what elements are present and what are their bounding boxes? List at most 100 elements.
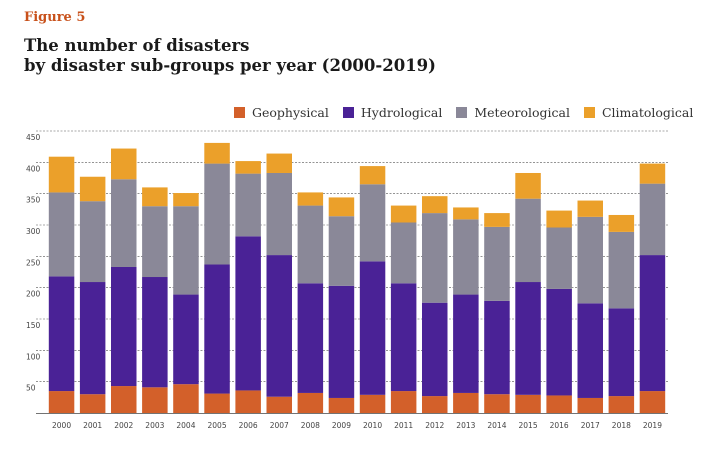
- legend-label-meteorological: Meteorological: [474, 104, 570, 120]
- legend-item-geophysical: Geophysical: [234, 105, 329, 120]
- bar-hydrological-2017: [577, 303, 604, 398]
- figure-label: Figure 5: [24, 10, 86, 25]
- bar-geophysical-2004: [173, 384, 199, 413]
- bar-climatological-2002: [110, 148, 137, 180]
- bar-hydrological-2019: [639, 255, 666, 392]
- bar-hydrological-2012: [421, 302, 448, 397]
- bar-meteorological-2002: [110, 179, 137, 267]
- bar-meteorological-2006: [235, 173, 261, 237]
- bar-hydrological-2000: [48, 276, 75, 392]
- bar-meteorological-2011: [390, 222, 417, 284]
- bar-meteorological-2003: [142, 206, 168, 278]
- y-tick-label-150: 150: [26, 321, 41, 330]
- legend-item-hydrological: Hydrological: [342, 104, 443, 120]
- bar-hydrological-2014: [484, 300, 510, 395]
- x-tick-label-2013: 2013: [456, 421, 475, 430]
- x-tick-label-2010: 2010: [363, 421, 382, 430]
- bar-geophysical-2016: [546, 395, 572, 413]
- bar-climatological-2018: [608, 214, 635, 232]
- bar-climatological-2013: [453, 207, 479, 220]
- legend-label-geophysical: Geophysical: [252, 104, 329, 120]
- bar-climatological-2000: [48, 156, 75, 193]
- bar-hydrological-2002: [110, 266, 137, 387]
- bar-hydrological-2016: [546, 288, 572, 396]
- y-tick-label-300: 300: [26, 227, 41, 236]
- bar-climatological-2006: [235, 161, 261, 174]
- bar-geophysical-2003: [142, 387, 168, 413]
- bar-meteorological-2004: [173, 206, 199, 295]
- bar-meteorological-2009: [328, 216, 355, 286]
- x-tick-label-2015: 2015: [519, 421, 538, 430]
- bar-meteorological-2013: [453, 219, 479, 295]
- legend-swatch-climatological: [583, 106, 595, 118]
- x-tick-label-2008: 2008: [301, 421, 320, 430]
- bar-climatological-2010: [359, 166, 386, 185]
- bar-geophysical-2007: [266, 396, 293, 413]
- bar-meteorological-2010: [359, 184, 386, 262]
- bar-geophysical-2010: [359, 394, 386, 413]
- bar-meteorological-2000: [48, 192, 75, 277]
- legend-item-meteorological: Meteorological: [456, 105, 570, 120]
- bar-hydrological-2015: [515, 282, 541, 395]
- bar-meteorological-2017: [577, 216, 604, 304]
- bar-hydrological-2018: [608, 308, 635, 397]
- bar-meteorological-2015: [515, 198, 541, 283]
- bar-climatological-2008: [297, 192, 324, 206]
- x-tick-label-2000: 2000: [52, 421, 71, 430]
- bar-climatological-2007: [266, 153, 293, 173]
- bar-geophysical-2005: [204, 393, 230, 413]
- x-tick-label-2017: 2017: [581, 421, 600, 430]
- legend-swatch-hydrological: [342, 106, 354, 118]
- bar-geophysical-2000: [48, 391, 75, 413]
- x-tick-label-2004: 2004: [176, 421, 195, 430]
- y-tick-label-50: 50: [26, 384, 36, 393]
- bar-climatological-2017: [577, 200, 604, 217]
- legend-swatch-geophysical: [234, 106, 245, 118]
- x-tick-label-2005: 2005: [208, 421, 227, 430]
- bar-hydrological-2005: [204, 264, 230, 394]
- bar-climatological-2005: [204, 142, 230, 164]
- x-tick-label-2001: 2001: [83, 421, 102, 430]
- x-tick-label-2016: 2016: [550, 421, 569, 430]
- title-line-1: The number of disasters: [24, 36, 250, 55]
- x-tick-label-2003: 2003: [145, 421, 164, 430]
- x-tick-label-2002: 2002: [114, 421, 133, 430]
- bar-hydrological-2013: [453, 294, 479, 393]
- x-tick-label-2018: 2018: [612, 421, 631, 430]
- bar-climatological-2001: [79, 176, 106, 202]
- y-tick-label-100: 100: [26, 352, 41, 361]
- y-tick-label-450: 450: [26, 133, 41, 142]
- bar-meteorological-2014: [484, 226, 510, 301]
- bar-geophysical-2018: [608, 396, 635, 413]
- bar-hydrological-2011: [390, 283, 417, 392]
- y-tick-label-350: 350: [26, 196, 41, 205]
- y-tick-label-400: 400: [26, 164, 41, 173]
- legend-label-hydrological: Hydrological: [360, 104, 443, 120]
- x-tick-label-2014: 2014: [487, 421, 506, 430]
- bar-climatological-2014: [484, 213, 510, 227]
- x-tick-label-2009: 2009: [332, 421, 351, 430]
- bar-climatological-2019: [639, 163, 666, 184]
- bar-hydrological-2008: [297, 283, 324, 393]
- bar-meteorological-2018: [608, 231, 635, 309]
- bar-geophysical-2019: [639, 391, 666, 413]
- y-tick-label-250: 250: [26, 258, 41, 267]
- bar-geophysical-2008: [297, 392, 324, 413]
- bar-hydrological-2007: [266, 255, 293, 397]
- x-tick-label-2006: 2006: [239, 421, 258, 430]
- bar-hydrological-2010: [359, 261, 386, 395]
- x-tick-label-2019: 2019: [643, 421, 662, 430]
- bar-meteorological-2008: [297, 205, 324, 284]
- bar-climatological-2011: [390, 205, 417, 223]
- bar-hydrological-2004: [173, 294, 199, 385]
- bar-meteorological-2007: [266, 172, 293, 256]
- bar-geophysical-2006: [235, 390, 261, 413]
- bar-meteorological-2019: [639, 183, 666, 256]
- bar-geophysical-2012: [421, 396, 448, 413]
- bar-geophysical-2014: [484, 394, 510, 413]
- x-tick-label-2007: 2007: [270, 421, 289, 430]
- title-line-2: by disaster sub-groups per year (2000-20…: [24, 56, 436, 75]
- bar-climatological-2004: [173, 193, 199, 207]
- bar-meteorological-2016: [546, 227, 572, 289]
